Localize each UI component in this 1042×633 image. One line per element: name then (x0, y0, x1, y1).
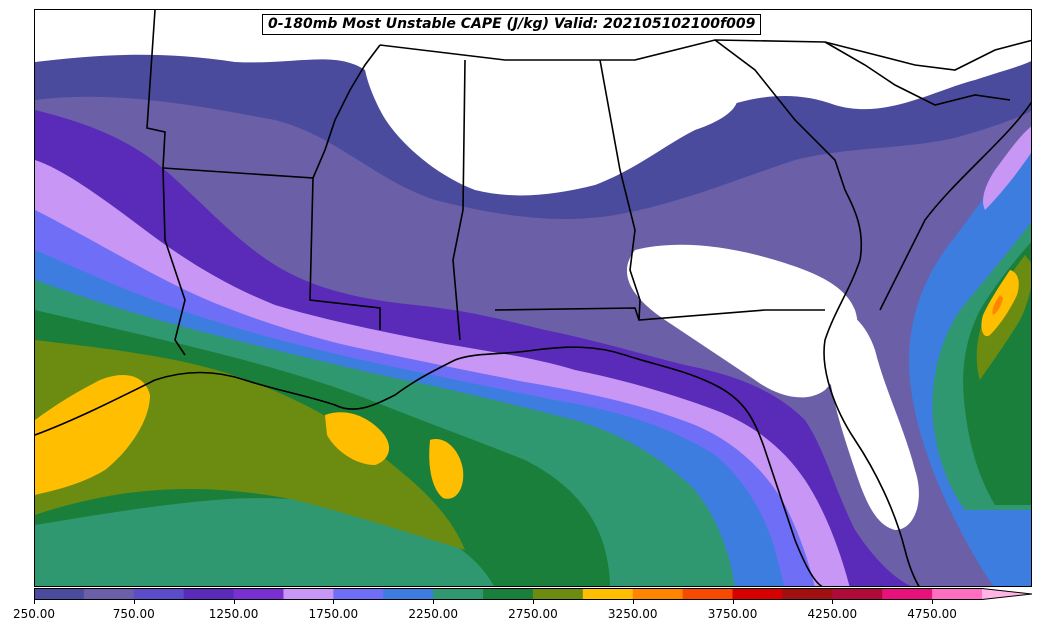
colorbar-tick-label: 1250.00 (208, 607, 259, 621)
colorbar-tick (34, 600, 35, 604)
colorbar-swatch (782, 588, 833, 600)
colorbar-tick-label: 4750.00 (907, 607, 957, 621)
colorbar-tick-label: 750.00 (112, 607, 155, 621)
colorbar-swatch (283, 588, 334, 600)
colorbar-tick-label: 2750.00 (508, 607, 558, 621)
colorbar-tick (433, 600, 435, 604)
colorbar-extend-arrow (982, 588, 1032, 600)
colorbar-swatch (932, 588, 983, 600)
colorbar-swatch (34, 588, 85, 600)
state-borders (35, 10, 1031, 586)
colorbar-swatch (732, 588, 783, 600)
colorbar-swatch (433, 588, 484, 600)
cape-band-atlantic-1250 (983, 126, 1031, 210)
colorbar-tick (732, 600, 734, 604)
cape-contour-map (35, 10, 1031, 586)
colorbar-tick (233, 600, 235, 604)
colorbar-tick-label: 3750.00 (707, 607, 758, 621)
colorbar-tick (133, 600, 135, 604)
colorbar-swatch (133, 588, 185, 600)
colorbar-tick-label: 250.00 (13, 607, 55, 621)
colorbar-tick (632, 600, 634, 604)
colorbar-swatch (532, 588, 584, 600)
colorbar-swatch (483, 588, 534, 600)
no-cape-area-north (363, 43, 738, 196)
colorbar-tick (532, 600, 534, 604)
colorbar-tick-label: 2250.00 (408, 607, 458, 621)
colorbar-tick (832, 600, 834, 604)
colorbar-outline (34, 588, 1033, 600)
colorbar-tick (333, 600, 335, 604)
colorbar-tick-label: 4250.00 (807, 607, 858, 621)
colorbar-ticks: 250.00 750.00 1250.00 1750.00 2250.00 2750.00… (0, 600, 1042, 630)
cape-band-2750-gulf2 (429, 439, 464, 499)
colorbar-swatch (383, 588, 434, 600)
colorbar-swatch (183, 588, 235, 600)
colorbar-swatch (632, 588, 684, 600)
cape-band-2750-gulf (325, 412, 390, 465)
map-title: 0-180mb Most Unstable CAPE (J/kg) Valid:… (262, 14, 762, 35)
no-cape-area-florida (822, 309, 919, 530)
cape-band-2750 (35, 375, 150, 495)
colorbar-tick-label: 3250.00 (607, 607, 658, 621)
colorbar-swatch (333, 588, 384, 600)
colorbar-tick (932, 600, 934, 604)
colorbar-swatch (682, 588, 734, 600)
cape-band-atlantic-3000 (992, 295, 1003, 315)
colorbar-swatch (582, 588, 634, 600)
cape-map (34, 9, 1032, 587)
colorbar-swatch (882, 588, 933, 600)
colorbar-tick-label: 1750.00 (308, 607, 359, 621)
no-cape-area-east (626, 244, 858, 398)
colorbar (34, 588, 1033, 600)
colorbar-swatch (832, 588, 883, 600)
colorbar-swatch (233, 588, 284, 600)
colorbar-swatch (83, 588, 135, 600)
